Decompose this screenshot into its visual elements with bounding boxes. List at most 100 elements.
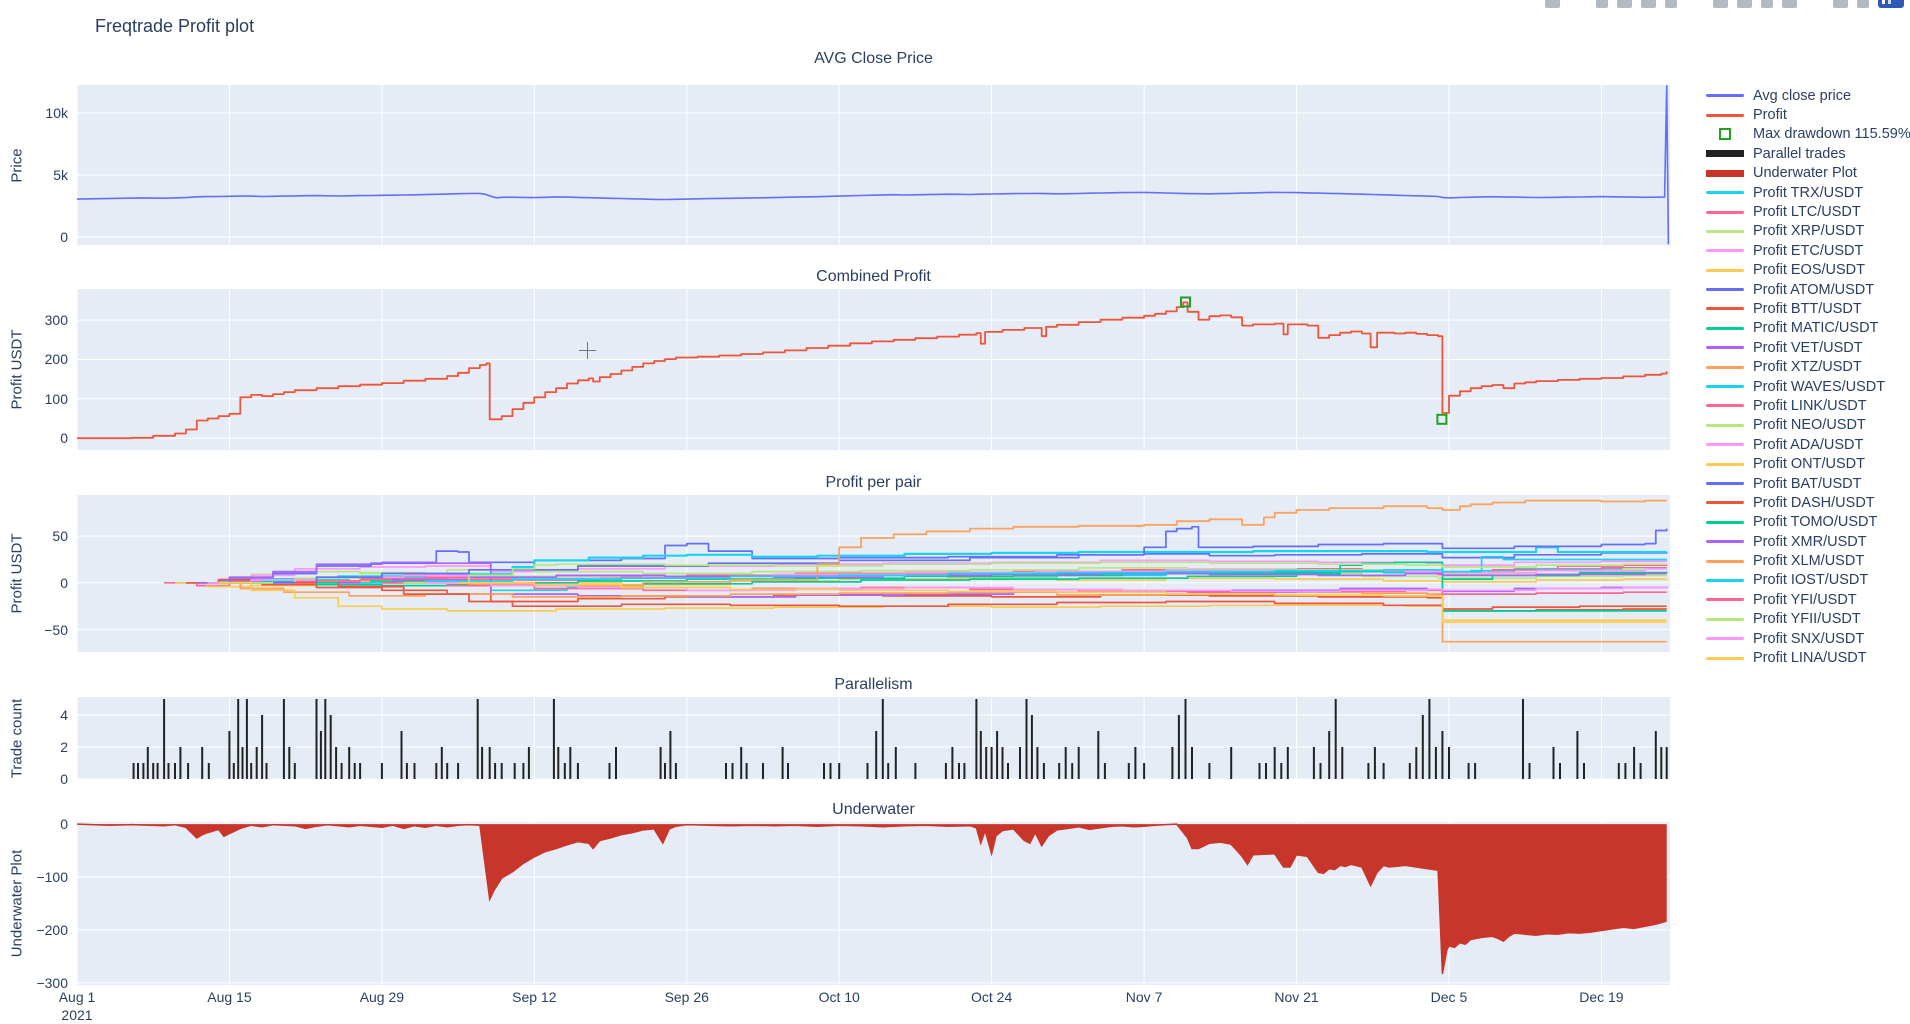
legend-item[interactable]: Avg close price [1705, 86, 1910, 105]
legend-item[interactable]: Profit XRP/USDT [1705, 222, 1910, 241]
trade-count-bar [1127, 763, 1130, 779]
reset-axes-icon[interactable] [1782, 0, 1797, 8]
legend-item[interactable]: Profit ATOM/USDT [1705, 280, 1910, 299]
legend-item[interactable]: Profit ONT/USDT [1705, 454, 1910, 473]
trade-count-bar [1583, 763, 1585, 779]
legend-line-icon [1705, 191, 1745, 195]
zoom-icon[interactable] [1596, 0, 1608, 8]
trade-count-bar [1273, 747, 1276, 779]
legend-item[interactable]: Profit ADA/USDT [1705, 435, 1910, 454]
legend-item[interactable]: Profit XMR/USDT [1705, 532, 1910, 551]
legend-item[interactable]: Max drawdown 115.59% [1705, 125, 1910, 144]
series-XTZ/USDT [207, 581, 1667, 643]
legend-label: Profit XLM/USDT [1753, 553, 1865, 570]
plot-canvas-avg-close[interactable] [77, 85, 1670, 245]
trade-count-bar [1097, 731, 1100, 779]
legend-item[interactable]: Profit MATIC/USDT [1705, 319, 1910, 338]
trade-count-bar [1134, 747, 1137, 779]
legend-item[interactable]: Profit XTZ/USDT [1705, 357, 1910, 376]
trade-count-bar [1448, 747, 1450, 779]
legend-item[interactable]: Profit SNX/USDT [1705, 629, 1910, 648]
legend-label: Profit DASH/USDT [1753, 494, 1875, 511]
legend-item[interactable]: Profit LINK/USDT [1705, 396, 1910, 415]
trade-count-bar [265, 763, 268, 779]
plot-canvas-parallelism[interactable] [77, 697, 1670, 779]
trade-count-bar [615, 747, 617, 779]
legend-item[interactable]: Parallel trades [1705, 144, 1910, 163]
legend-item[interactable]: Profit TOMO/USDT [1705, 513, 1910, 532]
trade-count-bar [1415, 747, 1418, 779]
plot-canvas-combined-profit[interactable] [77, 289, 1670, 450]
legend-item[interactable]: Profit LINA/USDT [1705, 648, 1910, 667]
legend-item[interactable]: Profit NEO/USDT [1705, 416, 1910, 435]
hover-compare-icon[interactable] [1857, 0, 1869, 8]
trade-count-bar [179, 747, 182, 779]
trade-count-bar [1576, 731, 1579, 779]
y-tick-label: 0 [60, 771, 68, 787]
legend-item[interactable]: Profit BAT/USDT [1705, 474, 1910, 493]
legend-label: Profit WAVES/USDT [1753, 378, 1886, 395]
y-tick-label: 300 [44, 312, 68, 329]
series-BAT/USDT [273, 525, 1668, 584]
legend-item[interactable]: Profit [1705, 105, 1910, 124]
legend-line-icon [1705, 307, 1745, 311]
trade-count-bar [1428, 699, 1431, 779]
legend-item[interactable]: Profit BTT/USDT [1705, 299, 1910, 318]
trade-count-bar [1025, 699, 1028, 779]
series-MATIC/USDT [218, 569, 1668, 587]
y-tick-label: −100 [36, 869, 68, 886]
trade-count-bar [664, 763, 666, 779]
trade-count-bar [232, 763, 235, 779]
trade-count-bar [1184, 699, 1187, 779]
legend-item[interactable]: Profit WAVES/USDT [1705, 377, 1910, 396]
series-WAVES/USDT [229, 546, 1667, 584]
trade-count-bar [881, 699, 884, 779]
plot-canvas-underwater[interactable] [77, 822, 1670, 985]
legend-label: Profit NEO/USDT [1753, 417, 1866, 434]
trade-count-bar [288, 747, 291, 779]
legend-item[interactable]: Profit EOS/USDT [1705, 261, 1910, 280]
legend-item[interactable]: Profit ETC/USDT [1705, 241, 1910, 260]
pan-icon[interactable] [1617, 0, 1632, 8]
legend-item[interactable]: Underwater Plot [1705, 164, 1910, 183]
trade-count-bar [522, 763, 525, 779]
autoscale-icon[interactable] [1761, 0, 1773, 8]
legend-item[interactable]: Profit DASH/USDT [1705, 493, 1910, 512]
legend-item[interactable]: Profit IOST/USDT [1705, 571, 1910, 590]
zoom-out-icon[interactable] [1737, 0, 1752, 8]
lasso-select-icon[interactable] [1665, 0, 1677, 8]
trade-count-bar [457, 763, 460, 779]
trade-count-bar [500, 763, 503, 779]
legend-item[interactable]: Profit YFI/USDT [1705, 590, 1910, 609]
box-select-icon[interactable] [1641, 0, 1656, 8]
plotly-logo[interactable] [1878, 0, 1904, 8]
series-ONT/USDT [218, 581, 1667, 622]
legend-item[interactable]: Profit YFII/USDT [1705, 610, 1910, 629]
legend-item[interactable]: Profit TRX/USDT [1705, 183, 1910, 202]
legend-label: Profit [1753, 107, 1787, 124]
legend-label: Profit BAT/USDT [1753, 475, 1862, 492]
trade-count-bar [380, 763, 383, 779]
trade-count-bar [608, 763, 611, 779]
legend-item[interactable]: Profit XLM/USDT [1705, 551, 1910, 570]
y-tick-label: 200 [44, 351, 68, 368]
trade-count-bar [494, 763, 497, 779]
legend-label: Max drawdown 115.59% [1753, 126, 1910, 143]
trade-count-bar [315, 699, 318, 779]
legend-label: Parallel trades [1753, 145, 1846, 162]
legend-item[interactable]: Profit LTC/USDT [1705, 202, 1910, 221]
trade-count-bar [513, 763, 516, 779]
trade-count-bar [1654, 731, 1657, 779]
trade-count-bar [1030, 715, 1033, 779]
camera-icon[interactable] [1545, 0, 1560, 8]
zoom-in-icon[interactable] [1713, 0, 1728, 8]
trade-count-bar [979, 731, 982, 779]
plot-canvas-profit-per-pair[interactable] [77, 495, 1670, 652]
legend-item[interactable]: Profit VET/USDT [1705, 338, 1910, 357]
toggle-spikelines-icon[interactable] [1833, 0, 1848, 8]
legend-label: Profit LINK/USDT [1753, 397, 1867, 414]
x-tick-label: Nov 7 [1125, 989, 1163, 1005]
x-tick-label: Dec 5 [1430, 989, 1468, 1005]
trade-count-bar [156, 763, 159, 779]
trade-count-bar [1230, 747, 1233, 779]
